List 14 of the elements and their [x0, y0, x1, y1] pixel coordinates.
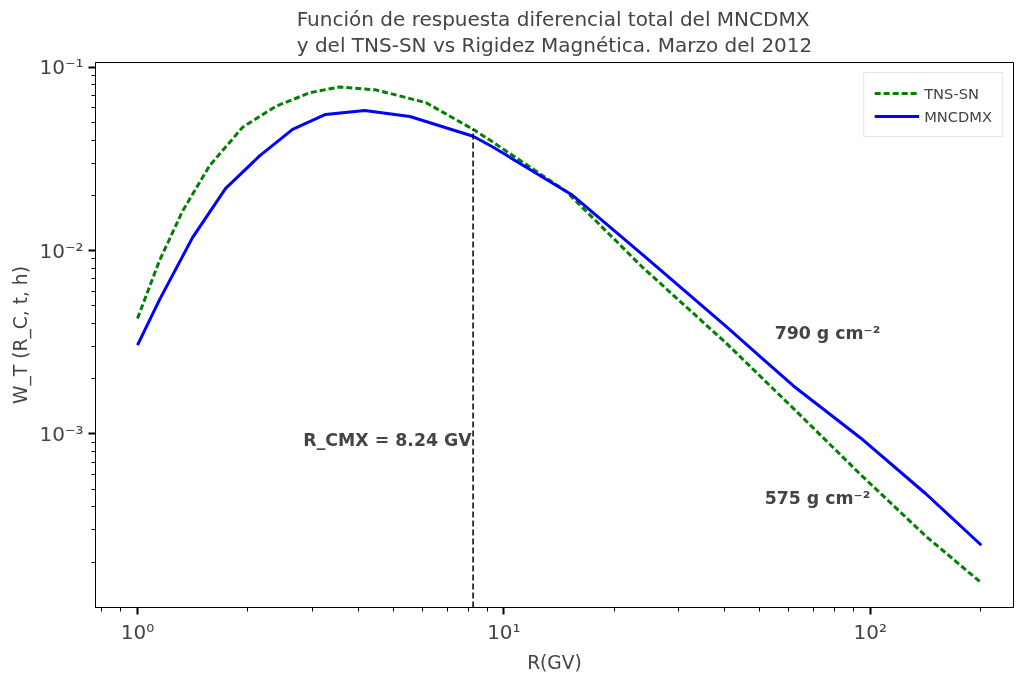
y-tick-label: 10⁻¹: [39, 55, 84, 80]
x-tick-label: 10¹: [487, 619, 521, 644]
x-axis-title: R(GV): [527, 651, 582, 673]
x-tick-label: 10⁰: [120, 619, 155, 644]
annotation: 575 g cm⁻²: [764, 487, 871, 508]
y-axis-title: W_T (R_C, t, h): [10, 266, 33, 404]
y-tick-label: 10⁻²: [39, 238, 84, 263]
annotation: R_CMX = 8.24 GV: [303, 429, 473, 450]
legend-label: MNCDMX: [924, 107, 992, 125]
chart-title: Función de respuesta diferencial total del MNCDMX y del TNS-SN vs Rigidez Magnética. Marzo del 2012: [296, 7, 813, 58]
x-tick-label: 10²: [853, 619, 887, 644]
y-tick-label: 10⁻³: [39, 421, 84, 446]
legend-label: TNS-SN: [924, 84, 979, 102]
annotation: 790 g cm⁻²: [774, 322, 881, 343]
